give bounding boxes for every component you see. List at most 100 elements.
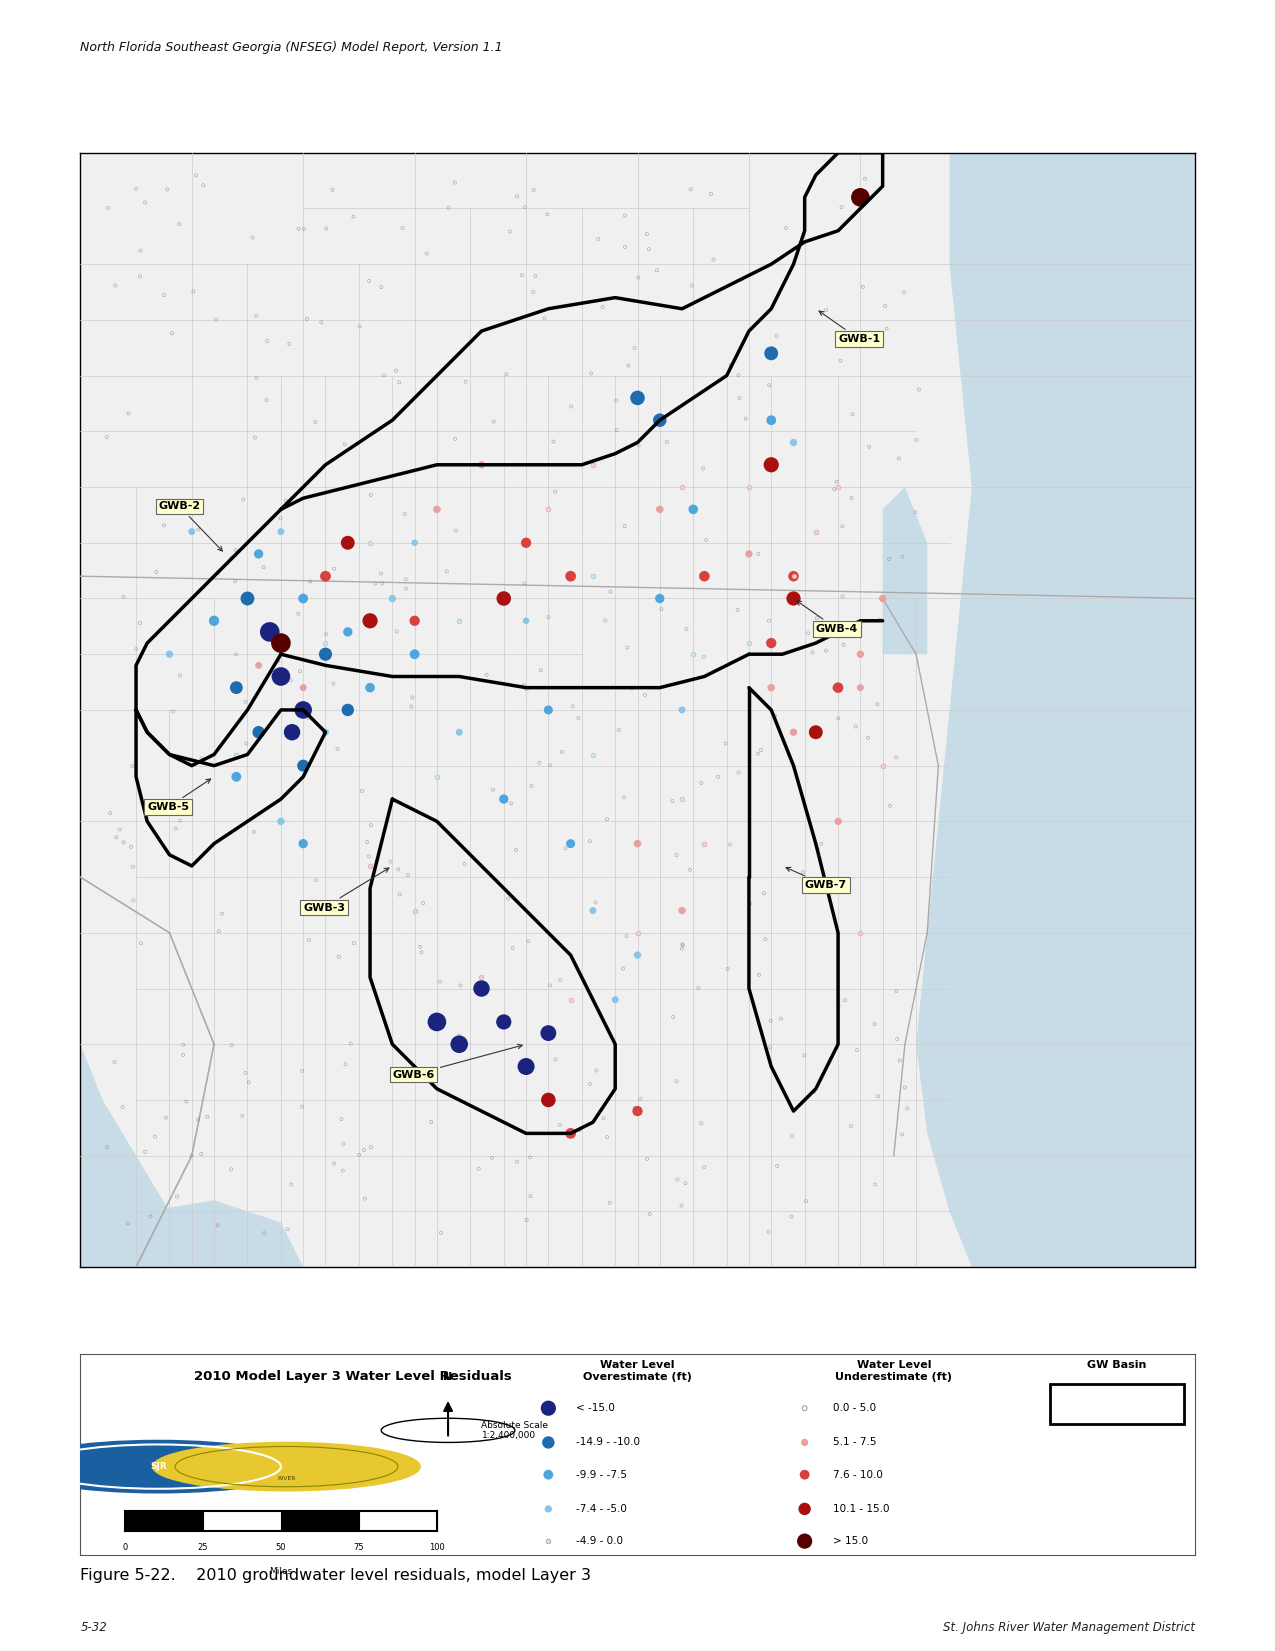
Point [293, 586, 314, 613]
Text: 0.0 - 5.0: 0.0 - 5.0 [833, 1403, 876, 1413]
Point [477, 662, 497, 688]
Point [694, 1154, 714, 1180]
Point [254, 555, 274, 581]
Point [833, 583, 853, 609]
Point [681, 177, 701, 203]
Point [538, 604, 558, 631]
Point [827, 807, 848, 834]
Point [729, 385, 750, 411]
Point [427, 1009, 448, 1035]
Point [667, 842, 687, 868]
Point [538, 1496, 558, 1522]
Point [297, 305, 317, 332]
Point [402, 1067, 422, 1093]
Point [840, 1113, 861, 1139]
Point [652, 596, 672, 622]
Point [121, 834, 142, 860]
Point [539, 751, 560, 778]
Point [170, 662, 190, 688]
Point [256, 386, 277, 413]
Point [507, 183, 528, 210]
Point [794, 1527, 815, 1554]
Point [106, 824, 126, 850]
Point [738, 542, 759, 568]
Point [361, 812, 381, 839]
Bar [125, 1511, 203, 1530]
Point [98, 195, 119, 221]
Text: Figure 5-22.    2010 groundwater level residuals, model Layer 3: Figure 5-22. 2010 groundwater level resi… [80, 1568, 592, 1583]
Point [360, 530, 380, 556]
Point [676, 1171, 696, 1197]
Point [449, 608, 469, 634]
Point [324, 1151, 344, 1177]
Point [122, 854, 143, 880]
Point [728, 759, 748, 786]
Point [635, 682, 655, 708]
Point [293, 697, 314, 723]
Point [298, 705, 319, 731]
Point [349, 1141, 370, 1167]
Point [748, 740, 769, 766]
Point [824, 475, 844, 502]
Point [807, 604, 827, 631]
Point [890, 1047, 910, 1073]
Point [233, 487, 254, 513]
Point [715, 730, 736, 756]
Point [875, 292, 895, 319]
Point [672, 936, 692, 963]
Point [515, 195, 536, 221]
Point [583, 452, 603, 479]
Point [886, 977, 907, 1004]
Point [870, 606, 890, 632]
Point [586, 1057, 607, 1083]
Point [394, 500, 414, 527]
Point [187, 1106, 208, 1133]
Point [172, 494, 193, 520]
Point [516, 1207, 537, 1233]
Point [618, 352, 639, 378]
Point [759, 1218, 779, 1245]
Point [270, 505, 291, 532]
Point [771, 1005, 792, 1032]
Point [110, 816, 130, 842]
Point [279, 330, 300, 357]
Point [842, 485, 862, 512]
Point [244, 819, 264, 845]
Point [761, 408, 782, 434]
Bar [203, 1511, 280, 1530]
Point [191, 1141, 212, 1167]
Point [827, 675, 848, 702]
Circle shape [14, 1440, 303, 1493]
Point [209, 918, 230, 944]
Point [324, 556, 344, 583]
Point [338, 697, 358, 723]
Point [898, 1095, 918, 1121]
Point [117, 1210, 138, 1237]
Point [691, 769, 711, 796]
Point [242, 225, 263, 251]
Point [482, 1144, 502, 1171]
Point [856, 165, 876, 192]
Point [636, 221, 657, 248]
Point [181, 518, 201, 545]
Point [824, 675, 844, 702]
Point [97, 1134, 117, 1161]
Point [601, 578, 621, 604]
Point [738, 474, 759, 500]
Point [783, 718, 803, 745]
Point [667, 1068, 687, 1095]
Point [732, 266, 752, 292]
Point [191, 745, 212, 771]
Point [859, 434, 880, 461]
Polygon shape [80, 1043, 170, 1266]
Point [550, 1111, 570, 1138]
Point [760, 1034, 780, 1060]
Point [131, 930, 152, 956]
Point [514, 570, 534, 596]
Point [521, 773, 542, 799]
Point [864, 1010, 885, 1037]
Point [371, 274, 391, 300]
Point [807, 835, 827, 862]
Point [140, 1204, 161, 1230]
Point [516, 675, 537, 702]
